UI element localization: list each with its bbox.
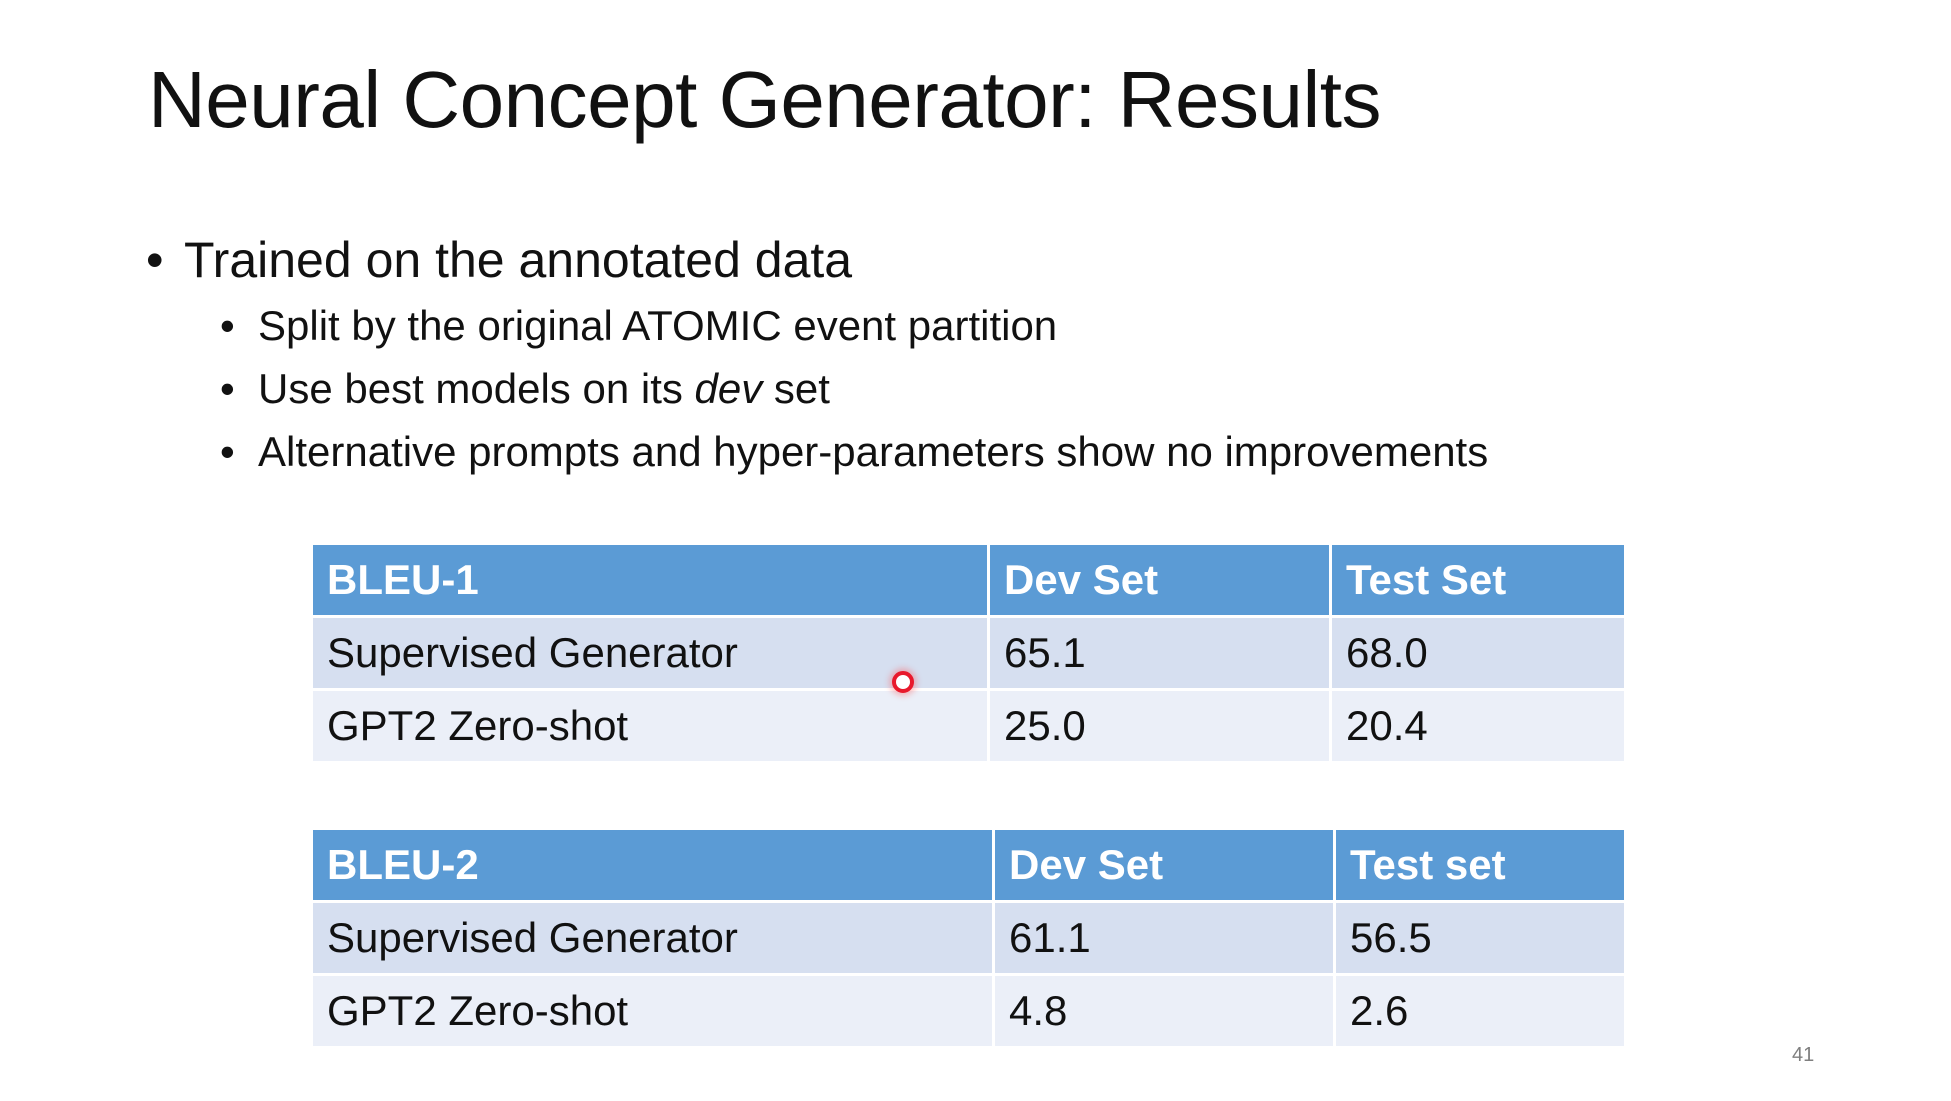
table-cell: 68.0 bbox=[1329, 615, 1627, 691]
table-header-cell: BLEU-1 bbox=[310, 542, 990, 618]
sub-bullet-emphasis: dev bbox=[694, 365, 763, 412]
sub-bullet-text: Alternative prompts and hyper-parameters… bbox=[258, 428, 1489, 475]
table-cell: GPT2 Zero-shot bbox=[310, 688, 990, 764]
table-cell: 25.0 bbox=[987, 688, 1332, 764]
sub-bullet-item: Split by the original ATOMIC event parti… bbox=[220, 294, 1488, 357]
table-cell: 2.6 bbox=[1333, 973, 1627, 1049]
table-header-cell: Dev Set bbox=[992, 827, 1336, 903]
bullet-text: Trained on the annotated data bbox=[184, 232, 853, 288]
sub-bullet-item: Alternative prompts and hyper-parameters… bbox=[220, 420, 1488, 483]
table-cell: 65.1 bbox=[987, 615, 1332, 691]
table-cell: Supervised Generator bbox=[310, 615, 990, 691]
table-cell: GPT2 Zero-shot bbox=[310, 973, 995, 1049]
table-row: GPT2 Zero-shot 25.0 20.4 bbox=[310, 688, 1627, 764]
table-cell: 56.5 bbox=[1333, 900, 1627, 976]
sub-bullet-text: set bbox=[762, 365, 830, 412]
table-row: Supervised Generator 65.1 68.0 bbox=[310, 615, 1627, 691]
sub-bullet-list: Split by the original ATOMIC event parti… bbox=[146, 294, 1488, 483]
table-header-row: BLEU-1 Dev Set Test Set bbox=[310, 542, 1627, 618]
bullet-list: Trained on the annotated data Split by t… bbox=[146, 228, 1488, 483]
bleu2-results-table: BLEU-2 Dev Set Test set Supervised Gener… bbox=[310, 827, 1627, 1049]
table-cell: Supervised Generator bbox=[310, 900, 995, 976]
table-cell: 20.4 bbox=[1329, 688, 1627, 764]
table-row: GPT2 Zero-shot 4.8 2.6 bbox=[310, 973, 1627, 1049]
bleu1-results-table: BLEU-1 Dev Set Test Set Supervised Gener… bbox=[310, 542, 1627, 764]
table-cell: 61.1 bbox=[992, 900, 1336, 976]
sub-bullet-text: Use best models on its bbox=[258, 365, 695, 412]
table-row: Supervised Generator 61.1 56.5 bbox=[310, 900, 1627, 976]
table-header-row: BLEU-2 Dev Set Test set bbox=[310, 827, 1627, 903]
sub-bullet-text: Split by the original ATOMIC event parti… bbox=[258, 302, 1058, 349]
page-number: 41 bbox=[1792, 1044, 1815, 1066]
sub-bullet-group: Split by the original ATOMIC event parti… bbox=[146, 294, 1488, 483]
bullet-item: Trained on the annotated data bbox=[146, 228, 1488, 292]
table-header-cell: Test set bbox=[1333, 827, 1627, 903]
sub-bullet-item: Use best models on its dev set bbox=[220, 357, 1488, 420]
table-header-cell: Dev Set bbox=[987, 542, 1332, 618]
table-cell: 4.8 bbox=[992, 973, 1336, 1049]
laser-pointer-dot bbox=[892, 671, 914, 693]
slide-title: Neural Concept Generator: Results bbox=[148, 55, 1382, 144]
table-header-cell: Test Set bbox=[1329, 542, 1627, 618]
table-header-cell: BLEU-2 bbox=[310, 827, 995, 903]
